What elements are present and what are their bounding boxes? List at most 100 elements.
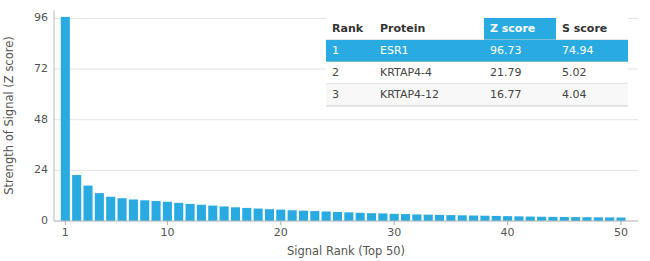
x-tick: [394, 221, 395, 225]
bar: [333, 212, 342, 221]
chart: 0 24 48 72 96 1 10 20 30 40 50 Signal Rank (Top 50)…: [0, 0, 650, 261]
table-header-cell: [374, 18, 484, 40]
x-tick-label: 50: [614, 226, 628, 239]
table-cell: [484, 84, 556, 106]
x-tick: [507, 221, 508, 225]
table-cell-text: KRTAP4-12: [380, 88, 439, 101]
bar: [310, 211, 319, 221]
table-cell-text: 96.73: [490, 44, 522, 57]
y-grid: [54, 18, 638, 221]
table-cell-text: 3: [332, 88, 339, 101]
y-axis-line: [54, 10, 55, 221]
bar: [163, 202, 172, 221]
table-cell: [556, 62, 628, 84]
table-cell: [374, 62, 484, 84]
y-tick-label: 24: [34, 163, 48, 176]
bar: [424, 215, 433, 221]
bar: [242, 208, 251, 221]
table: RankProteinZ scoreS score1ESR196.7374.94…: [326, 18, 628, 106]
bar: [571, 217, 580, 221]
table-header-cell: [556, 18, 628, 40]
x-tick-label: 30: [387, 226, 401, 239]
table-cell: [556, 40, 628, 62]
bar: [254, 209, 263, 221]
bar: [537, 217, 546, 221]
table-cell: [484, 62, 556, 84]
x-tick-label: 1: [62, 226, 69, 239]
bar: [61, 17, 70, 221]
x-tick: [280, 221, 281, 225]
x-axis-label: Signal Rank (Top 50): [287, 244, 405, 258]
bar: [106, 197, 115, 221]
bar: [265, 209, 274, 221]
bar: [197, 205, 206, 221]
bar: [72, 175, 81, 221]
y-axis-label: Strength of Signal (Z score): [2, 36, 16, 195]
table-cell: [374, 40, 484, 62]
table-cell: [326, 84, 374, 106]
table-header-cell: [326, 18, 374, 40]
table-header: Z score: [490, 22, 535, 35]
table-cell: [326, 40, 374, 62]
bar: [401, 214, 410, 221]
grid-line: [54, 119, 638, 120]
x-axis-line: [54, 221, 638, 222]
table-header: Protein: [380, 22, 425, 35]
bar: [152, 201, 161, 221]
bar: [208, 206, 217, 221]
x-tick: [65, 221, 66, 225]
table-separator: [326, 106, 628, 107]
table-cell: [556, 84, 628, 106]
bar: [356, 213, 365, 221]
bar: [594, 217, 603, 221]
y-tick-label: 0: [41, 214, 48, 227]
bar: [322, 212, 331, 221]
bar: [458, 215, 467, 221]
y-tick-label: 72: [34, 62, 48, 75]
x-tick: [620, 221, 621, 225]
table-cell-text: 4.04: [562, 88, 587, 101]
table-cell-text: 2: [332, 66, 339, 79]
bar: [378, 213, 387, 221]
bar: [616, 218, 625, 221]
table-header: Rank: [332, 22, 364, 35]
table-header-cell: [484, 18, 556, 40]
bar: [514, 216, 523, 221]
grid-line: [54, 221, 638, 222]
bar: [344, 212, 353, 221]
bar: [446, 215, 455, 221]
bar: [526, 217, 535, 221]
bar: [95, 193, 104, 221]
table-cell-text: 16.77: [490, 88, 522, 101]
bar: [480, 216, 489, 221]
bar: [220, 206, 229, 221]
bar: [288, 210, 297, 221]
bar: [548, 217, 557, 221]
y-tick-label: 96: [34, 11, 48, 24]
table-cell-text: 74.94: [562, 44, 594, 57]
bar: [390, 214, 399, 221]
x-tick-label: 20: [274, 226, 288, 239]
bar: [435, 215, 444, 221]
x-tick: [167, 221, 168, 225]
grid-line: [54, 170, 638, 171]
x-tick-label: 10: [160, 226, 174, 239]
table-header: S score: [562, 22, 607, 35]
bars: [61, 17, 626, 221]
bar: [231, 207, 240, 221]
bar: [186, 204, 195, 221]
bar: [469, 216, 478, 221]
table-cell-text: 1: [332, 44, 339, 57]
bar: [129, 199, 138, 221]
bar: [582, 217, 591, 221]
x-tick-label: 40: [501, 226, 515, 239]
bar: [492, 216, 501, 221]
bar: [83, 186, 92, 221]
table-cell-text: 5.02: [562, 66, 587, 79]
bar: [299, 211, 308, 221]
table-cell-text: 21.79: [490, 66, 522, 79]
bar: [412, 214, 421, 221]
y-tick-label: 48: [34, 113, 48, 126]
bar: [140, 200, 149, 221]
table-cell-text: KRTAP4-4: [380, 66, 432, 79]
